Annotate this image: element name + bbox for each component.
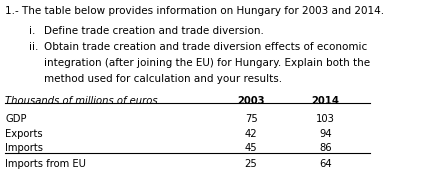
Text: 25: 25 [244, 159, 257, 169]
Text: 2003: 2003 [237, 96, 264, 106]
Text: ii.: ii. [29, 42, 39, 52]
Text: method used for calculation and your results.: method used for calculation and your res… [44, 74, 282, 84]
Text: GDP: GDP [5, 114, 26, 124]
Text: Imports: Imports [5, 143, 43, 153]
Text: 2014: 2014 [311, 96, 339, 106]
Text: 86: 86 [319, 143, 331, 153]
Text: integration (after joining the EU) for Hungary. Explain both the: integration (after joining the EU) for H… [44, 58, 369, 68]
Text: 42: 42 [244, 129, 257, 139]
Text: 45: 45 [244, 143, 257, 153]
Text: Thousands of millions of euros: Thousands of millions of euros [5, 96, 157, 106]
Text: 64: 64 [319, 159, 331, 169]
Text: Exports: Exports [5, 129, 43, 139]
Text: 103: 103 [316, 114, 334, 124]
Text: Obtain trade creation and trade diversion effects of economic: Obtain trade creation and trade diversio… [44, 42, 367, 52]
Text: 94: 94 [319, 129, 331, 139]
Text: Define trade creation and trade diversion.: Define trade creation and trade diversio… [44, 26, 264, 36]
Text: 75: 75 [244, 114, 257, 124]
Text: Imports from EU: Imports from EU [5, 159, 86, 169]
Text: i.: i. [29, 26, 36, 36]
Text: 1.- The table below provides information on Hungary for 2003 and 2014.: 1.- The table below provides information… [5, 6, 383, 16]
